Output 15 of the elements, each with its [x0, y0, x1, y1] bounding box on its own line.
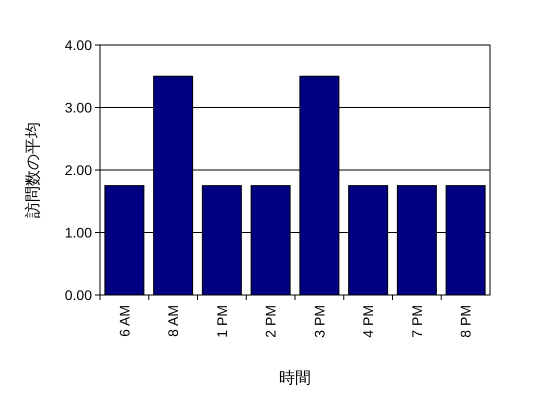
x-tick-label: 3 PM — [311, 305, 328, 338]
x-tick-label: 1 PM — [214, 305, 230, 338]
y-tick-label: 0.00 — [64, 287, 92, 303]
x-tick-label: 8 AM — [165, 305, 182, 337]
y-tick-label: 2.00 — [64, 162, 92, 178]
x-tick-label: 8 PM — [458, 305, 474, 338]
y-tick-label: 4.00 — [64, 37, 92, 53]
x-tick-label: 7 PM — [408, 305, 425, 338]
y-tick-label: 1.00 — [64, 224, 92, 240]
y-tick-label: 3.00 — [64, 100, 92, 116]
x-tick-label: 6 AM — [116, 305, 132, 337]
x-tick-label: 2 PM — [262, 305, 279, 338]
x-axis-title: 時間 — [279, 369, 311, 387]
x-tick-label: 4 PM — [360, 305, 376, 338]
y-axis-title: 訪問数の平均 — [24, 122, 42, 218]
